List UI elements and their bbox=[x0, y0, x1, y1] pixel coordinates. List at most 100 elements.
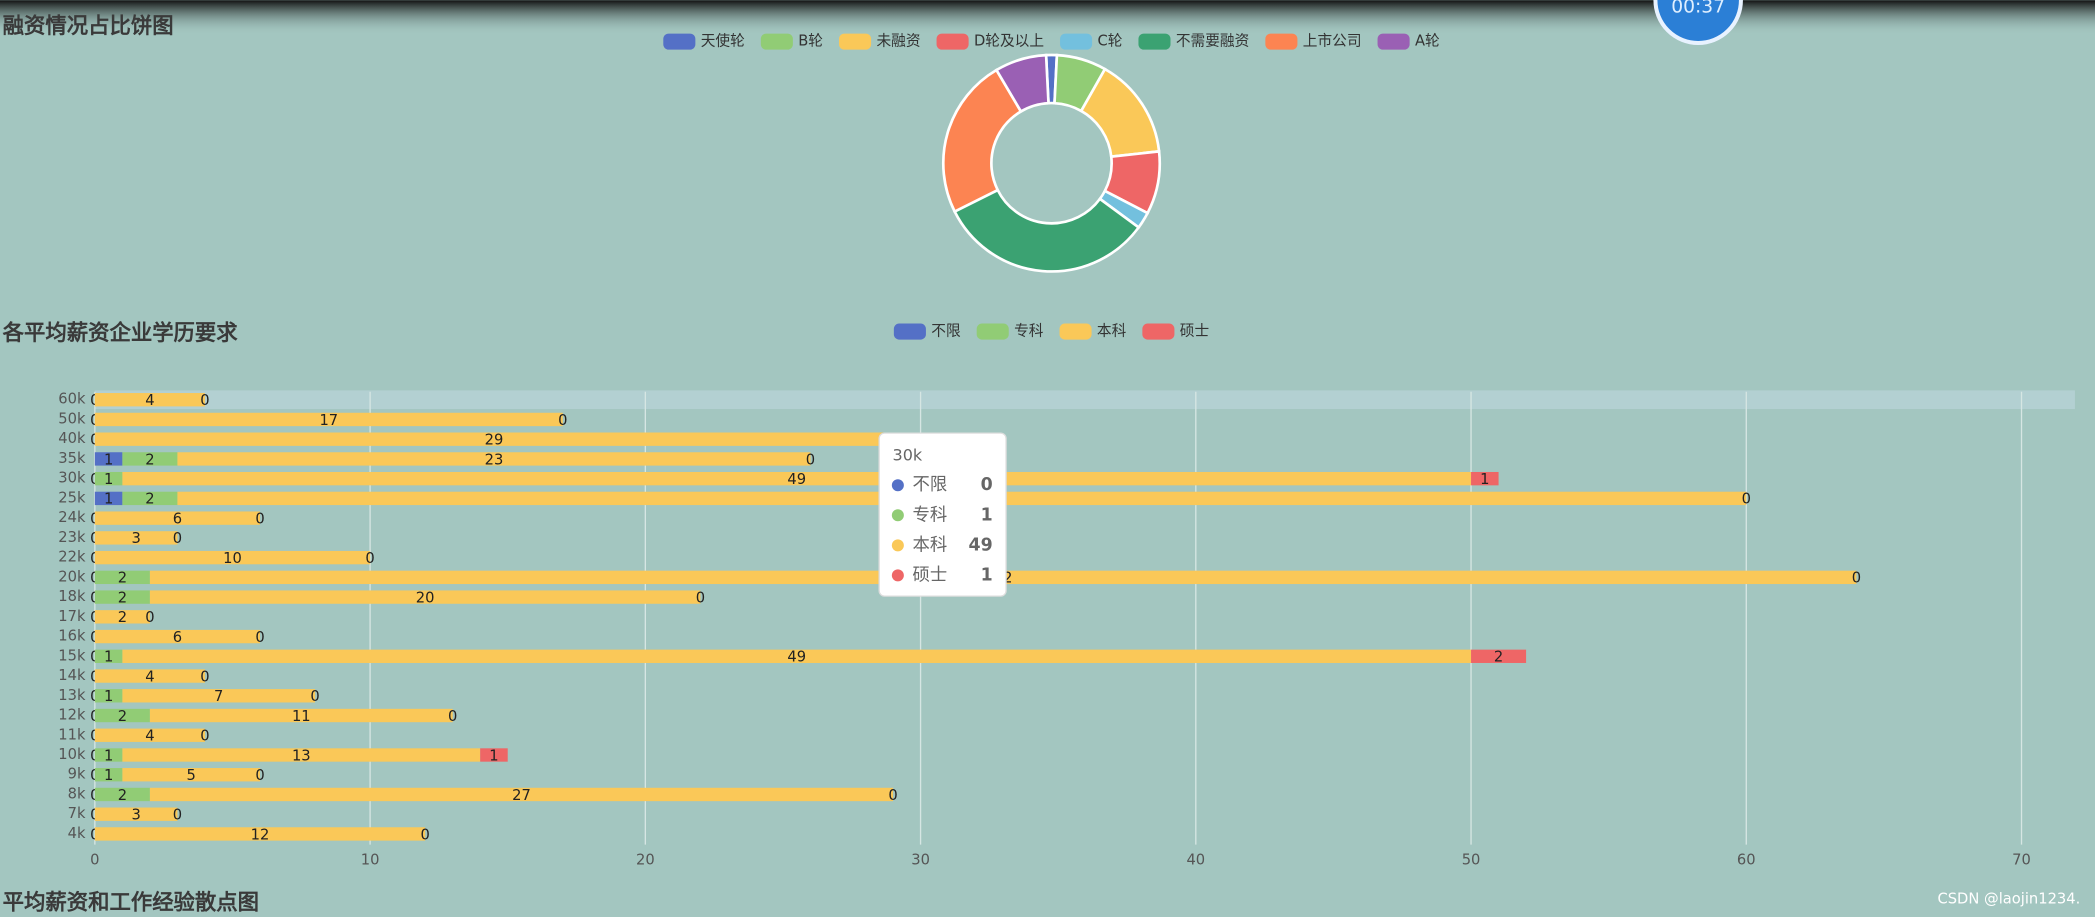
tooltip-name: 专科 bbox=[913, 505, 948, 525]
y-tick-label: 14k bbox=[58, 667, 86, 684]
data-label: 0 bbox=[200, 392, 209, 409]
pie-slice bbox=[994, 53, 1050, 114]
bar-segment bbox=[94, 393, 205, 407]
x-tick-label: 0 bbox=[90, 852, 99, 869]
y-tick-label: 25k bbox=[58, 489, 86, 506]
bar-segment bbox=[94, 550, 371, 565]
data-label: 17 bbox=[319, 412, 338, 429]
legend-label: B轮 bbox=[798, 33, 823, 50]
bar-segment bbox=[94, 452, 123, 466]
data-label: 0 bbox=[448, 708, 457, 725]
bar-segment bbox=[94, 471, 123, 486]
data-label: 0 bbox=[90, 787, 99, 804]
tooltip-name: 硕士 bbox=[913, 565, 948, 585]
data-label: 0 bbox=[90, 688, 99, 705]
bar-segment bbox=[94, 511, 261, 525]
bar-segment bbox=[122, 689, 316, 703]
bar-segment bbox=[122, 471, 1472, 486]
data-label: 1 bbox=[489, 747, 498, 764]
data-label: 6 bbox=[173, 510, 182, 527]
data-label: 0 bbox=[558, 412, 567, 429]
legend-label: D轮及以上 bbox=[974, 33, 1044, 50]
data-label: 12 bbox=[251, 826, 270, 843]
bar-segment bbox=[94, 590, 150, 604]
data-label: 1 bbox=[104, 747, 113, 764]
x-tick-label: 60 bbox=[1737, 852, 1756, 869]
data-label: 0 bbox=[365, 550, 374, 567]
legend-label: C轮 bbox=[1097, 33, 1122, 50]
data-label: 2 bbox=[118, 589, 127, 606]
data-label: 0 bbox=[310, 688, 319, 705]
data-label: 4 bbox=[145, 392, 154, 409]
tooltip-value: 0 bbox=[981, 475, 993, 495]
bar-segment bbox=[122, 452, 178, 466]
top-shadow bbox=[0, 0, 2095, 35]
tooltip-name: 不限 bbox=[913, 475, 948, 495]
chart-title: 平均薪资和工作经验散点图 bbox=[3, 889, 259, 915]
bar-segment bbox=[177, 452, 811, 466]
y-tick-label: 35k bbox=[58, 450, 86, 467]
data-label: 2 bbox=[118, 787, 127, 804]
y-tick-label: 4k bbox=[68, 825, 86, 842]
y-tick-label: 15k bbox=[58, 647, 86, 664]
bar-segment bbox=[94, 807, 178, 821]
y-tick-label: 24k bbox=[58, 509, 86, 526]
legend-label: 本科 bbox=[1097, 323, 1127, 340]
y-tick-label: 13k bbox=[58, 687, 86, 704]
data-label: 3 bbox=[131, 807, 140, 824]
y-tick-label: 50k bbox=[58, 410, 86, 427]
data-label: 11 bbox=[292, 708, 311, 725]
data-label: 6 bbox=[173, 629, 182, 646]
legend-label: 专科 bbox=[1014, 323, 1044, 340]
data-label: 0 bbox=[420, 826, 429, 843]
bar-segment bbox=[122, 491, 178, 506]
data-label: 2 bbox=[118, 609, 127, 626]
data-label: 0 bbox=[90, 412, 99, 429]
data-label: 2 bbox=[118, 570, 127, 587]
legend-swatch bbox=[1138, 33, 1171, 50]
bar-segment bbox=[94, 412, 563, 427]
data-label: 1 bbox=[104, 767, 113, 784]
bar-segment bbox=[94, 669, 205, 683]
data-label: 0 bbox=[90, 747, 99, 764]
bar-segment bbox=[149, 590, 701, 604]
watermark: CSDN @laojin1234. bbox=[1937, 890, 2080, 907]
tooltip-value: 49 bbox=[969, 535, 993, 555]
y-tick-label: 17k bbox=[58, 608, 86, 625]
bar-segment bbox=[1471, 471, 1499, 486]
data-label: 0 bbox=[90, 629, 99, 646]
data-label: 0 bbox=[90, 609, 99, 626]
data-label: 0 bbox=[255, 629, 264, 646]
data-label: 0 bbox=[90, 826, 99, 843]
chart-title: 融资情况占比饼图 bbox=[3, 13, 174, 39]
data-label: 0 bbox=[200, 728, 209, 745]
bar-segment bbox=[122, 748, 481, 762]
data-label: 1 bbox=[104, 471, 113, 488]
legend-label: 未融资 bbox=[876, 33, 920, 50]
y-tick-label: 9k bbox=[68, 766, 86, 783]
tooltip-value: 1 bbox=[981, 505, 993, 525]
bar-segment bbox=[1471, 649, 1527, 663]
y-tick-label: 8k bbox=[68, 785, 86, 802]
data-label: 0 bbox=[1852, 570, 1861, 587]
data-label: 0 bbox=[90, 550, 99, 567]
y-tick-label: 10k bbox=[58, 746, 86, 763]
data-label: 1 bbox=[104, 688, 113, 705]
legend-label: A轮 bbox=[1415, 33, 1440, 50]
data-label: 2 bbox=[118, 708, 127, 725]
legend-label: 上市公司 bbox=[1303, 33, 1362, 50]
bar-segment bbox=[94, 728, 205, 742]
x-tick-label: 30 bbox=[911, 852, 930, 869]
data-label: 0 bbox=[173, 530, 182, 547]
x-tick-label: 20 bbox=[636, 852, 655, 869]
legend-swatch bbox=[1060, 33, 1093, 50]
data-label: 49 bbox=[787, 471, 806, 488]
data-label: 0 bbox=[255, 767, 264, 784]
tooltip: 30k 不限 0 专科 1 本科 49 硕士 1 bbox=[878, 432, 1007, 597]
data-label: 0 bbox=[90, 471, 99, 488]
x-tick-label: 70 bbox=[2012, 852, 2031, 869]
data-label: 0 bbox=[90, 510, 99, 527]
bar-segment bbox=[94, 570, 150, 585]
